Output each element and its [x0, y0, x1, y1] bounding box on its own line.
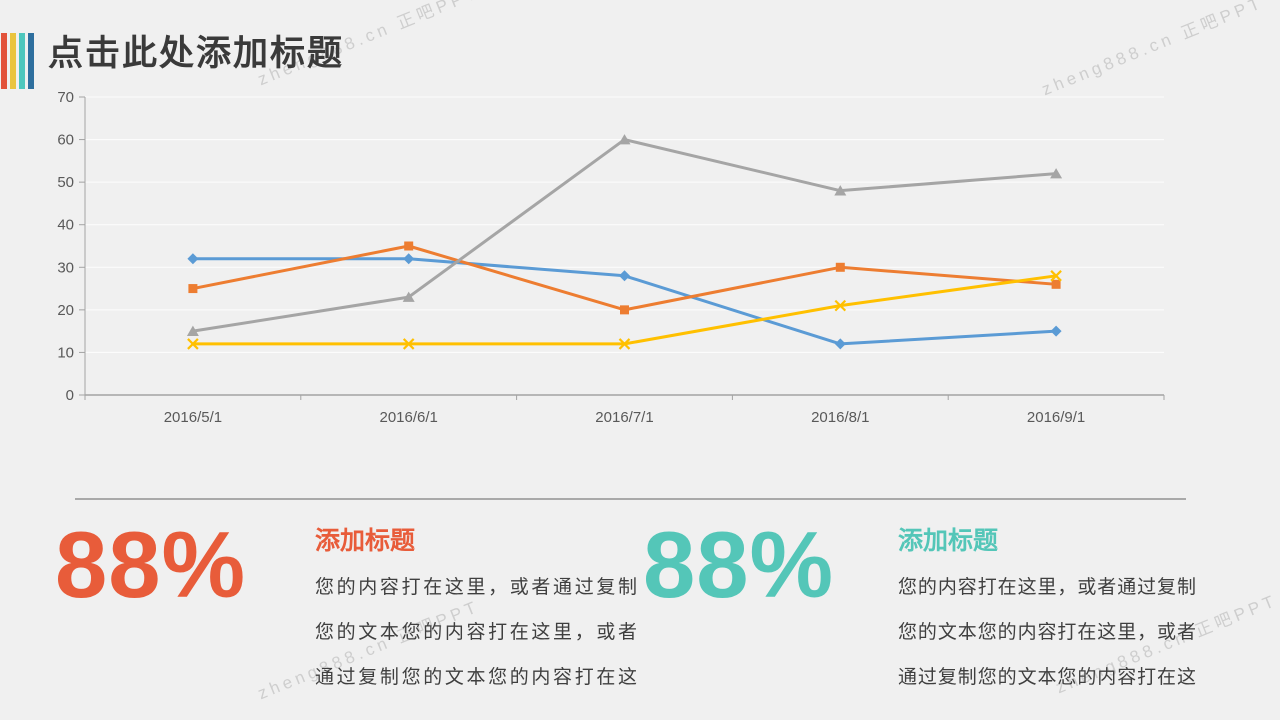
series-blue-marker	[619, 270, 630, 282]
y-tick-label: 20	[57, 302, 74, 319]
series-gray-marker	[834, 185, 847, 196]
page-title: 点击此处添加标题	[48, 34, 345, 73]
stat-body-line: 您的文本您的内容打在这里，或者	[898, 621, 1196, 643]
stat-heading-left: 添加标题	[315, 527, 416, 555]
series-yellow-marker	[834, 299, 847, 312]
stat-body-line: 您的内容打在这里，或者通过复制	[315, 576, 637, 598]
series-orange-marker	[404, 241, 414, 251]
series-blue-marker	[403, 253, 415, 265]
series-gray-marker	[186, 325, 199, 336]
series-yellow-marker	[1050, 270, 1062, 282]
x-tick-label: 2016/8/1	[811, 409, 869, 426]
series-yellow-marker	[618, 338, 631, 350]
series-gray-marker	[1050, 168, 1063, 179]
series-yellow-marker	[187, 338, 199, 350]
stat-body-line: 通过复制您的文本您的内容打在这	[315, 666, 637, 688]
stat-body-line: 您的文本您的内容打在这里，或者	[315, 621, 637, 643]
y-tick-label: 30	[57, 259, 74, 276]
chart-svg: 0 10 20 30 40 50 60 70 2016/5/1 2016/6/1 2016/7/1 2…	[57, 89, 1165, 426]
title-accent-bars	[1, 33, 34, 89]
series-orange-marker	[620, 305, 629, 315]
series-orange-marker	[835, 262, 845, 272]
stat-block-left: 添加标题 您的内容打在这里，或者通过复制 您的文本您的内容打在这里，或者 通过复…	[315, 525, 637, 700]
y-tick-label: 0	[66, 387, 74, 404]
y-tick-label: 60	[57, 132, 74, 149]
stat-percentage-right: 88%	[643, 512, 835, 617]
section-divider	[75, 498, 1186, 500]
series-blue-marker	[187, 253, 199, 265]
series-orange-marker	[1051, 279, 1061, 289]
y-tick-label: 10	[57, 344, 74, 361]
series-orange-marker	[188, 284, 198, 294]
accent-bar	[28, 33, 34, 89]
y-tick-label: 70	[57, 89, 74, 106]
accent-bar	[10, 33, 16, 89]
series-gray-marker	[402, 291, 415, 302]
stat-body-line: 您的内容打在这里，或者通过复制	[898, 576, 1196, 598]
x-tick-label: 2016/7/1	[595, 409, 653, 426]
y-tick-label: 40	[57, 217, 74, 234]
stat-body-line: 通过复制您的文本您的内容打在这	[898, 666, 1196, 688]
stat-percentage-left: 88%	[55, 512, 247, 617]
y-tick-label: 50	[57, 174, 74, 191]
line-chart: 0 10 20 30 40 50 60 70 2016/5/1 2016/6/1 2016/7/1 2…	[0, 85, 1280, 435]
accent-bar	[1, 33, 7, 89]
series-blue-marker	[834, 338, 846, 350]
series-gray-line	[192, 138, 1057, 333]
stat-heading-right: 添加标题	[898, 527, 999, 555]
x-tick-label: 2016/5/1	[164, 409, 222, 426]
series-yellow-marker	[402, 338, 415, 350]
stat-block-right: 添加标题 您的内容打在这里，或者通过复制 您的文本您的内容打在这里，或者 通过复…	[898, 525, 1196, 700]
series-blue-marker	[1050, 325, 1062, 337]
accent-bar	[19, 33, 25, 89]
x-tick-label: 2016/6/1	[380, 409, 438, 426]
series-gray-marker	[618, 134, 631, 145]
x-tick-label: 2016/9/1	[1027, 409, 1085, 426]
